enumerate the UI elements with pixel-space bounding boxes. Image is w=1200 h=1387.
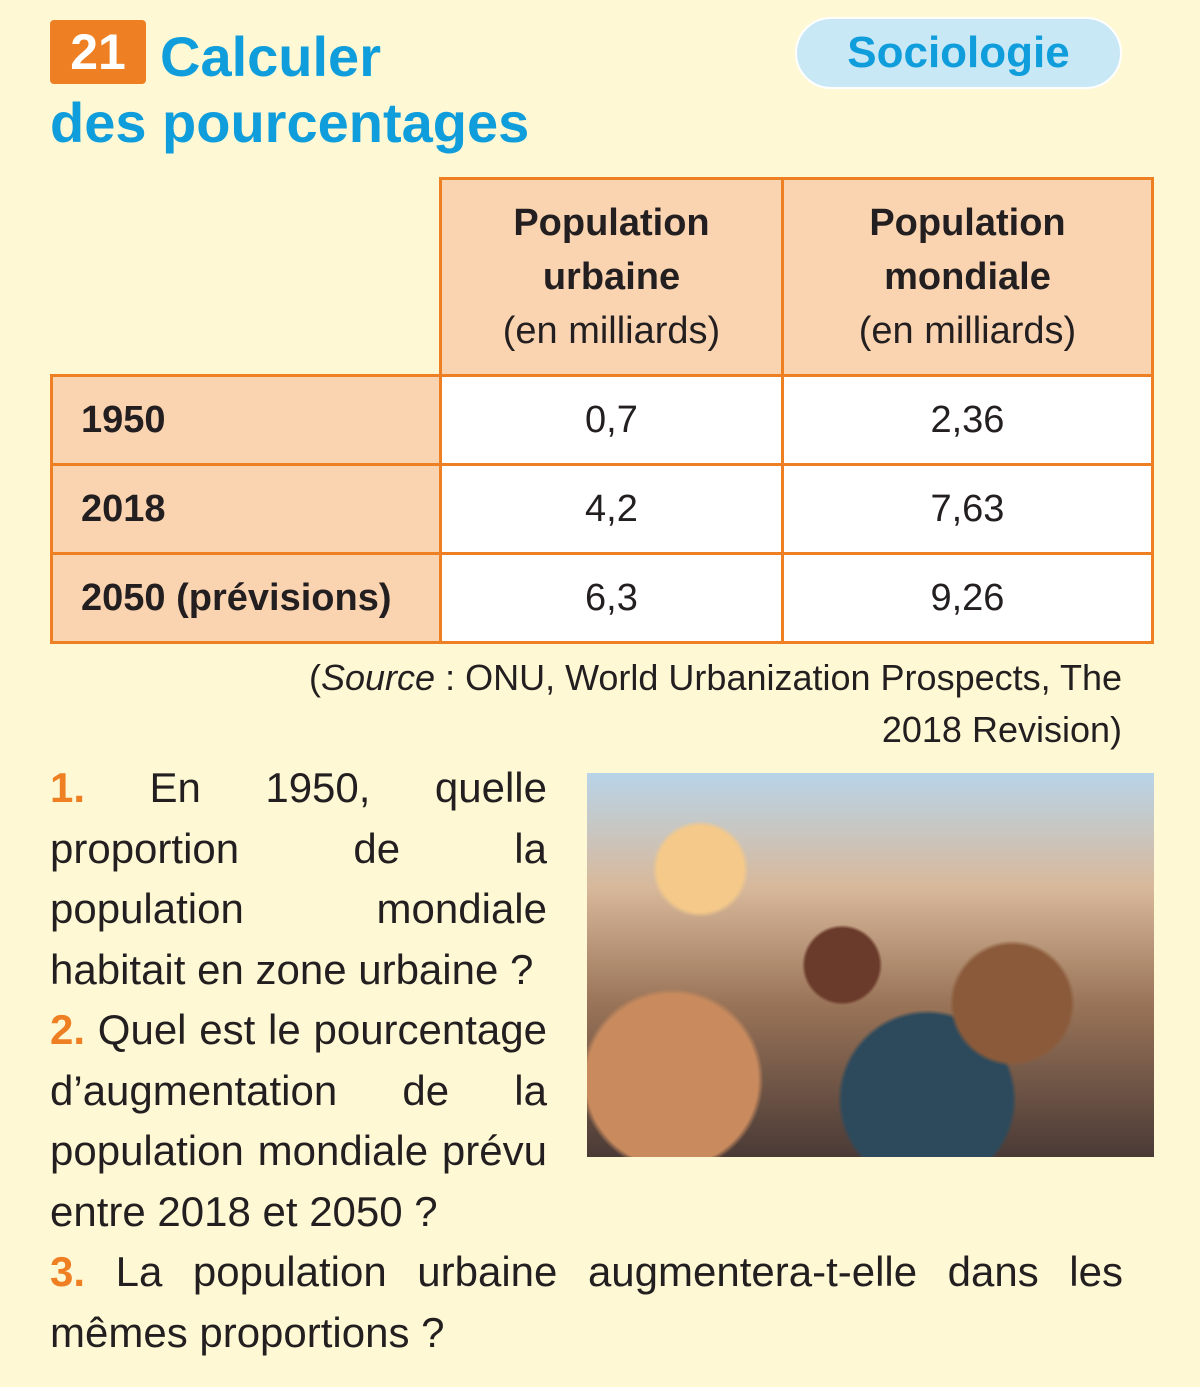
question-2: 2. Quel est le pourcentage d’augmentatio… <box>50 1000 1123 1242</box>
urban-cell: 6,3 <box>439 552 784 644</box>
question-text: En 1950, quelle proportion de la populat… <box>50 764 547 993</box>
crowd-photo <box>587 773 1154 1157</box>
title-line-1: Calculer <box>160 25 381 88</box>
question-3: 3. La population urbaine augmentera-t-el… <box>50 1242 1123 1363</box>
urban-cell: 4,2 <box>439 463 784 555</box>
urban-cell: 0,7 <box>439 374 784 466</box>
question-text: Quel est le pourcentage d’augmentation d… <box>50 1006 548 1235</box>
questions: 1. En 1950, quelle proportion de la popu… <box>50 758 1154 1363</box>
year-cell: 2018 <box>50 463 442 555</box>
header-title: Population mondiale <box>869 202 1066 298</box>
header-world: Population mondiale (en milliards) <box>780 177 1155 377</box>
header-title: Population urbaine <box>513 202 710 298</box>
exercise-title: Calculer des pourcentages <box>50 24 529 156</box>
empty-header-cell <box>51 178 442 377</box>
title-line-2: des pourcentages <box>50 91 530 154</box>
source-text: : ONU, World Urbanization Prospects, The… <box>435 657 1122 750</box>
question-1: 1. En 1950, quelle proportion de la popu… <box>50 758 1123 1000</box>
world-cell: 9,26 <box>780 552 1155 644</box>
table-row: 1950 0,7 2,36 <box>50 374 1155 466</box>
source-citation: (Source : ONU, World Urbanization Prospe… <box>302 652 1122 756</box>
source-open: ( <box>308 657 321 698</box>
table-row: 2018 4,2 7,63 <box>50 463 1155 555</box>
question-number: 2. <box>50 1006 86 1053</box>
question-number: 3. <box>50 1248 86 1295</box>
world-cell: 2,36 <box>780 374 1155 466</box>
year-cell: 1950 <box>50 374 442 466</box>
world-cell: 7,63 <box>780 463 1155 555</box>
year-cell: 2050 (prévisions) <box>50 552 442 644</box>
table-row: 2050 (prévisions) 6,3 9,26 <box>50 552 1155 644</box>
table-header-row: Population urbaine (en milliards) Populat… <box>51 177 1155 377</box>
category-badge: Sociologie <box>795 17 1122 89</box>
header-unit: (en milliards) <box>502 310 721 352</box>
exercise-number-badge: 21 <box>50 20 146 84</box>
population-table: Population urbaine (en milliards) Populat… <box>50 177 1155 644</box>
question-text: La population urbaine augmentera-t-elle … <box>50 1248 1123 1356</box>
source-label: Source <box>320 657 436 698</box>
question-number: 1. <box>50 764 86 811</box>
header-urban: Population urbaine (en milliards) <box>439 177 784 377</box>
header-unit: (en milliards) <box>858 310 1077 352</box>
